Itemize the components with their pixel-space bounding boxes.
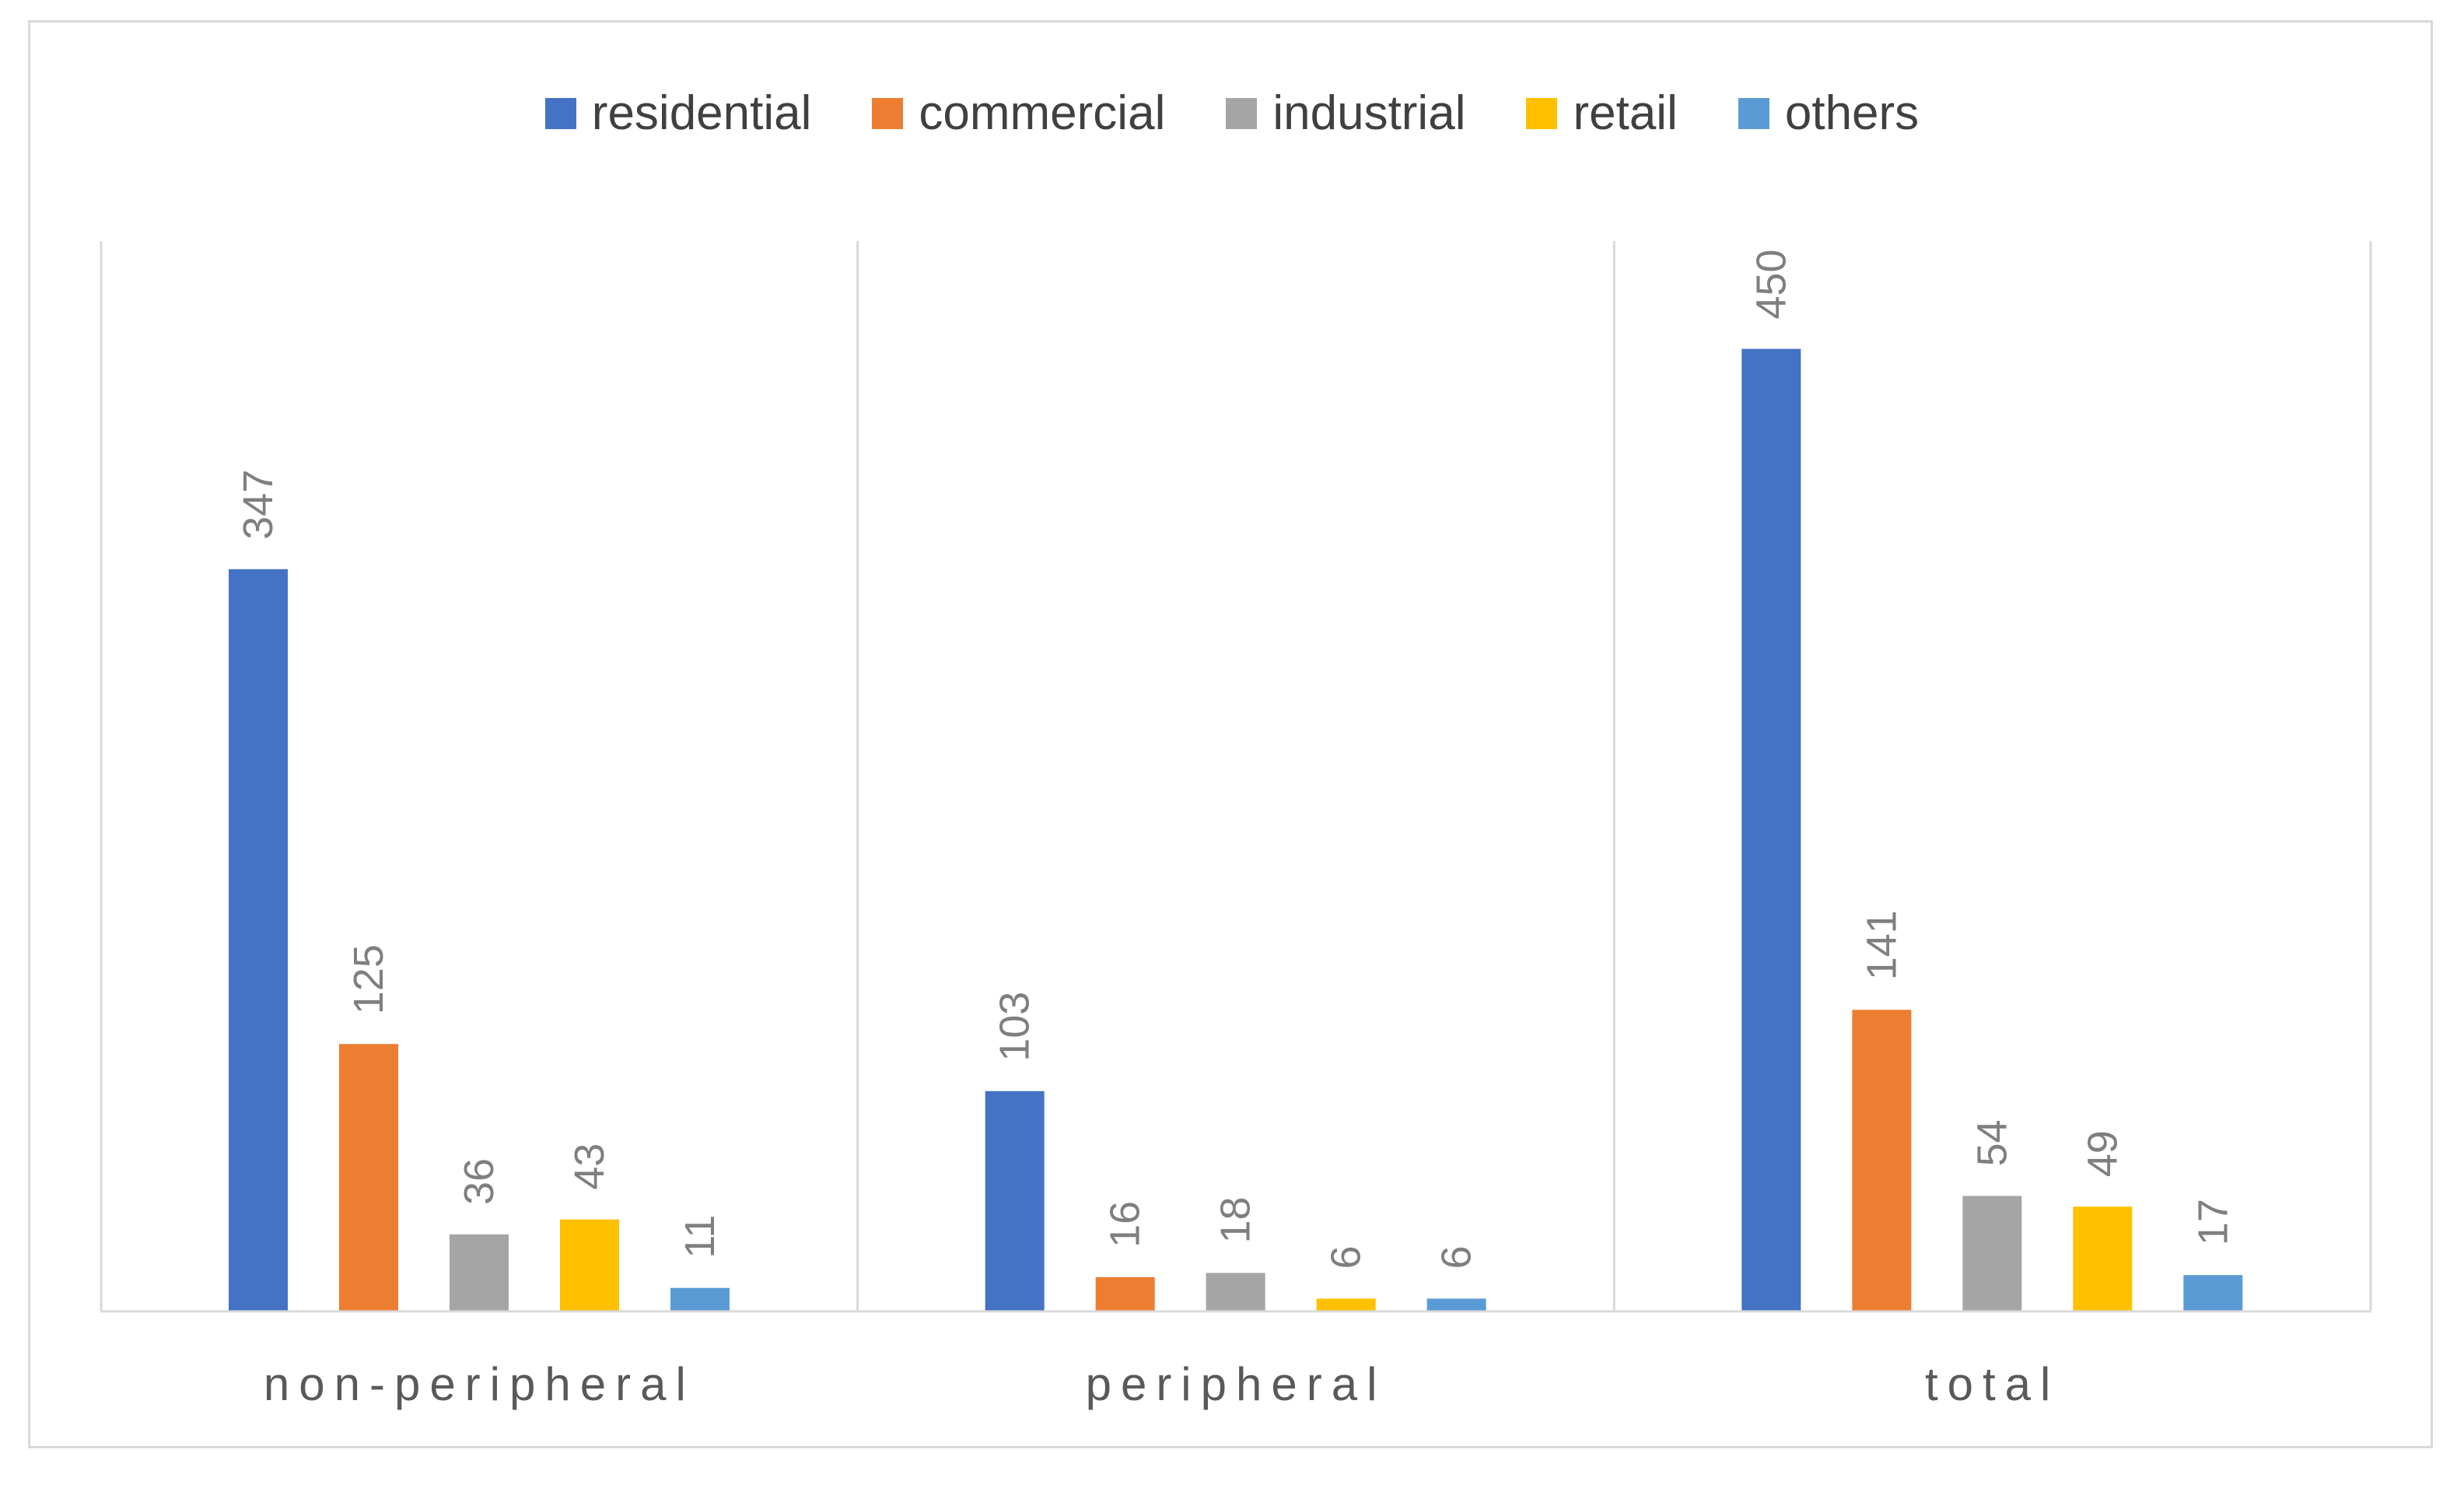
data-label-industrial-peripheral: 18: [1213, 1196, 1259, 1243]
legend-label-retail: retail: [1573, 86, 1678, 140]
bar-others-non-peripheral: [670, 1287, 730, 1311]
data-label-retail-peripheral: 6: [1323, 1245, 1370, 1269]
data-label-retail-non-peripheral: 43: [566, 1143, 613, 1190]
data-label-commercial-peripheral: 16: [1102, 1201, 1149, 1248]
data-label-retail-total: 49: [2079, 1130, 2126, 1177]
category-label-non-peripheral: non-peripheral: [264, 1358, 695, 1410]
bar-commercial-total: [1852, 1010, 1912, 1311]
legend-swatch-commercial: [872, 97, 904, 129]
bar-commercial-peripheral: [1095, 1277, 1155, 1311]
legend-item-others: others: [1738, 86, 1919, 141]
bar-others-peripheral: [1426, 1298, 1486, 1311]
data-label-industrial-non-peripheral: 36: [456, 1158, 502, 1205]
data-label-others-non-peripheral: 11: [677, 1215, 723, 1259]
legend-item-commercial: commercial: [872, 86, 1165, 141]
bar-industrial-non-peripheral: [450, 1234, 509, 1311]
legend-label-industrial: industrial: [1272, 86, 1466, 140]
legend-label-commercial: commercial: [919, 86, 1166, 140]
data-label-residential-total: 450: [1748, 249, 1794, 319]
legend-label-residential: residential: [591, 86, 812, 140]
data-label-commercial-total: 141: [1858, 910, 1905, 980]
legend-swatch-others: [1738, 97, 1769, 129]
legend-item-industrial: industrial: [1226, 86, 1465, 141]
legend-swatch-retail: [1526, 97, 1558, 129]
legend-label-others: others: [1784, 86, 1920, 140]
bar-commercial-non-peripheral: [339, 1044, 398, 1311]
data-label-commercial-non-peripheral: 125: [345, 944, 392, 1014]
bar-residential-peripheral: [985, 1091, 1045, 1311]
data-label-others-peripheral: 6: [1433, 1245, 1480, 1269]
bar-industrial-peripheral: [1206, 1273, 1265, 1311]
data-label-others-total: 17: [2189, 1199, 2236, 1245]
bar-retail-peripheral: [1316, 1298, 1376, 1311]
legend-item-retail: retail: [1526, 86, 1678, 141]
bar-industrial-total: [1962, 1196, 2022, 1311]
bar-residential-non-peripheral: [229, 569, 288, 1311]
category-label-total: total: [1925, 1358, 2060, 1410]
bar-retail-non-peripheral: [560, 1219, 619, 1311]
data-label-industrial-total: 54: [1969, 1119, 2015, 1166]
data-label-residential-peripheral: 103: [992, 992, 1038, 1062]
legend-swatch-industrial: [1226, 97, 1258, 129]
legend-item-residential: residential: [544, 86, 812, 141]
chart-frame: [28, 20, 2433, 1448]
category-label-peripheral: peripheral: [1086, 1358, 1387, 1410]
bar-others-total: [2183, 1275, 2243, 1311]
legend-swatch-residential: [544, 97, 576, 129]
bar-residential-total: [1741, 348, 1801, 1311]
bar-retail-total: [2073, 1206, 2133, 1311]
legend: residential commercial industrial retail…: [0, 86, 2464, 141]
data-label-residential-non-peripheral: 347: [235, 470, 282, 540]
